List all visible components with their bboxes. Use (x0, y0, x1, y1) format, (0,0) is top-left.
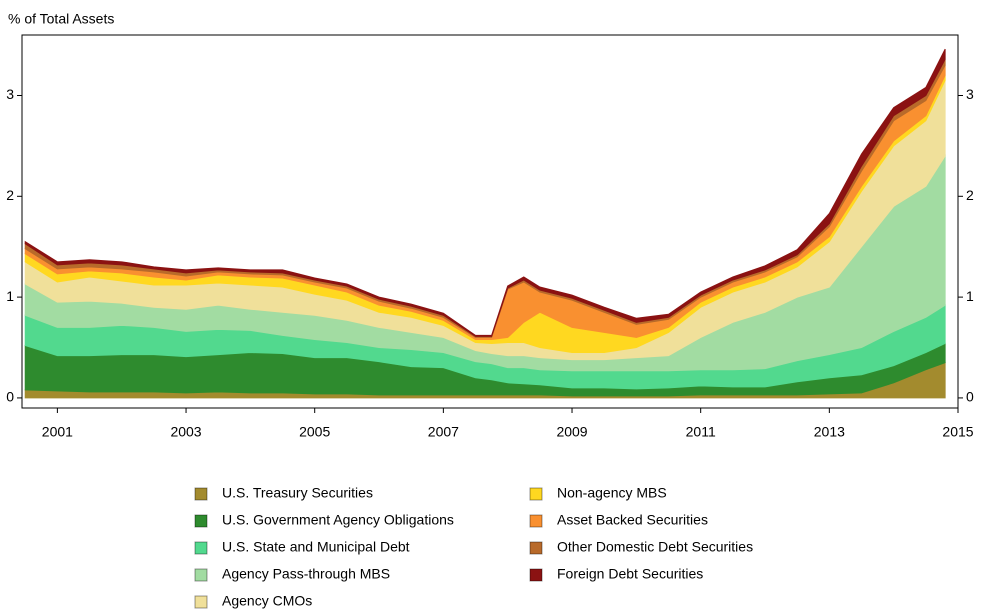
legend-label: U.S. State and Municipal Debt (222, 539, 410, 555)
legend-swatch (194, 487, 208, 501)
x-tick-label: 2005 (299, 424, 330, 440)
y2-tick-label: 0 (966, 389, 974, 405)
plot-frame (21, 34, 959, 409)
y2-tick-label: 3 (966, 86, 974, 102)
x-tick-label: 2007 (428, 424, 459, 440)
legend-label: Other Domestic Debt Securities (557, 539, 753, 555)
legend-swatch (529, 568, 543, 582)
legend-swatch (529, 487, 543, 501)
legend-swatch (529, 514, 543, 528)
legend-label: Foreign Debt Securities (557, 566, 703, 582)
legend-swatch (194, 568, 208, 582)
legend-label: Asset Backed Securities (557, 512, 708, 528)
legend-swatch (529, 541, 543, 555)
chart-title: % of Total Assets (8, 11, 114, 27)
y-tick-label: 0 (6, 389, 14, 405)
x-tick-label: 2015 (942, 424, 973, 440)
y-tick-label: 2 (6, 187, 14, 203)
x-tick-label: 2009 (556, 424, 587, 440)
y2-tick-label: 1 (966, 288, 974, 304)
x-tick-label: 2011 (686, 424, 716, 440)
legend-label: U.S. Treasury Securities (222, 485, 373, 501)
y-tick-label: 1 (6, 288, 14, 304)
x-tick-label: 2003 (170, 424, 201, 440)
x-tick-label: 2013 (814, 424, 845, 440)
legend-label: Agency Pass-through MBS (222, 566, 390, 582)
legend-swatch (194, 541, 208, 555)
legend-label: Non-agency MBS (557, 485, 667, 501)
legend-swatch (194, 514, 208, 528)
area (24, 48, 946, 337)
legend-label: U.S. Government Agency Obligations (222, 512, 454, 528)
legend-label: Agency CMOs (222, 593, 312, 609)
y2-tick-label: 2 (966, 187, 974, 203)
x-tick-label: 2001 (42, 424, 73, 440)
y-tick-label: 3 (6, 86, 14, 102)
legend-swatch (194, 595, 208, 609)
